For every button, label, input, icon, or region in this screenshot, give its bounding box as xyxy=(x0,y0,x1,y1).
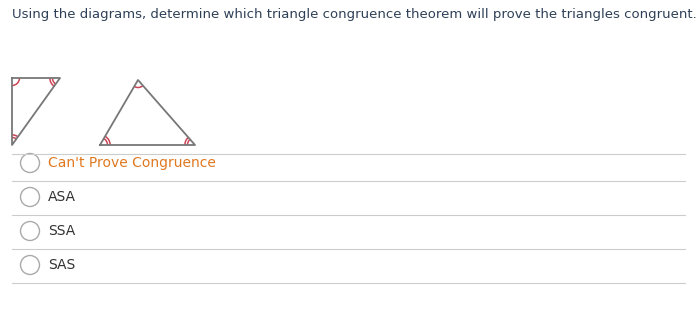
Text: SSA: SSA xyxy=(48,224,75,238)
Text: SAS: SAS xyxy=(48,258,75,272)
Text: ASA: ASA xyxy=(48,190,76,204)
Text: Can't Prove Congruence: Can't Prove Congruence xyxy=(48,156,216,170)
Text: Using the diagrams, determine which triangle congruence theorem will prove the t: Using the diagrams, determine which tria… xyxy=(12,8,697,21)
